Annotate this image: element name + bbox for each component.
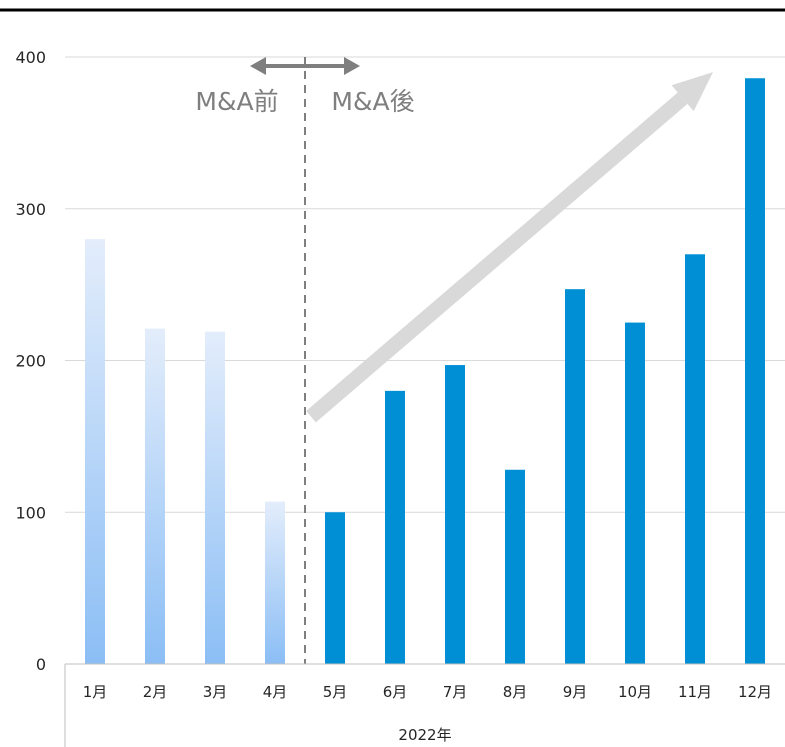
gridlines (65, 56, 785, 513)
bar-after-ma (385, 390, 405, 664)
bar-before-ma (265, 501, 285, 664)
bar-before-ma (205, 331, 225, 664)
y-tick-label: 300 (15, 200, 46, 219)
after-label: M&A後 (331, 87, 414, 116)
y-tick-labels: 0 100 200 300 400 (15, 48, 46, 674)
trend-arrow-shaft (306, 92, 688, 423)
x-category-label: 3月 (203, 683, 228, 701)
y-tick-label: 0 (36, 655, 46, 674)
bar-after-ma (325, 512, 345, 664)
bar-after-ma (685, 254, 705, 664)
x-category-label: 7月 (443, 683, 468, 701)
bar-after-ma (445, 365, 465, 664)
before-label: M&A前 (195, 87, 278, 116)
x-category-label: 9月 (563, 683, 588, 701)
x-category-label: 4月 (263, 683, 288, 701)
trend-arrow-head (671, 72, 713, 112)
bar-after-ma (745, 78, 765, 665)
x-category-label: 2月 (143, 683, 168, 701)
x-category-label: 12月 (738, 683, 772, 701)
period-span-arrow-right-head (344, 57, 360, 75)
y-tick-label: 100 (15, 503, 46, 522)
x-category-labels: 1月 2月 3月 4月 5月 6月 7月 8月 9月 10月 11月 12月 (83, 683, 772, 701)
bar-before-ma (145, 328, 165, 664)
bar-after-ma (505, 469, 525, 664)
x-category-label: 11月 (678, 683, 712, 701)
bar-after-ma (625, 322, 645, 664)
x-category-label: 1月 (83, 683, 108, 701)
bars (85, 78, 765, 665)
bar-after-ma (565, 289, 585, 664)
x-category-label: 10月 (618, 683, 652, 701)
period-span-arrow-left-head (250, 57, 266, 75)
x-category-label: 5月 (323, 683, 348, 701)
x-category-label: 6月 (383, 683, 408, 701)
y-tick-label: 400 (15, 48, 46, 67)
x-axis-title: 2022年 (398, 726, 451, 744)
x-category-label: 8月 (503, 683, 528, 701)
y-tick-label: 200 (15, 352, 46, 371)
bar-before-ma (85, 239, 105, 664)
